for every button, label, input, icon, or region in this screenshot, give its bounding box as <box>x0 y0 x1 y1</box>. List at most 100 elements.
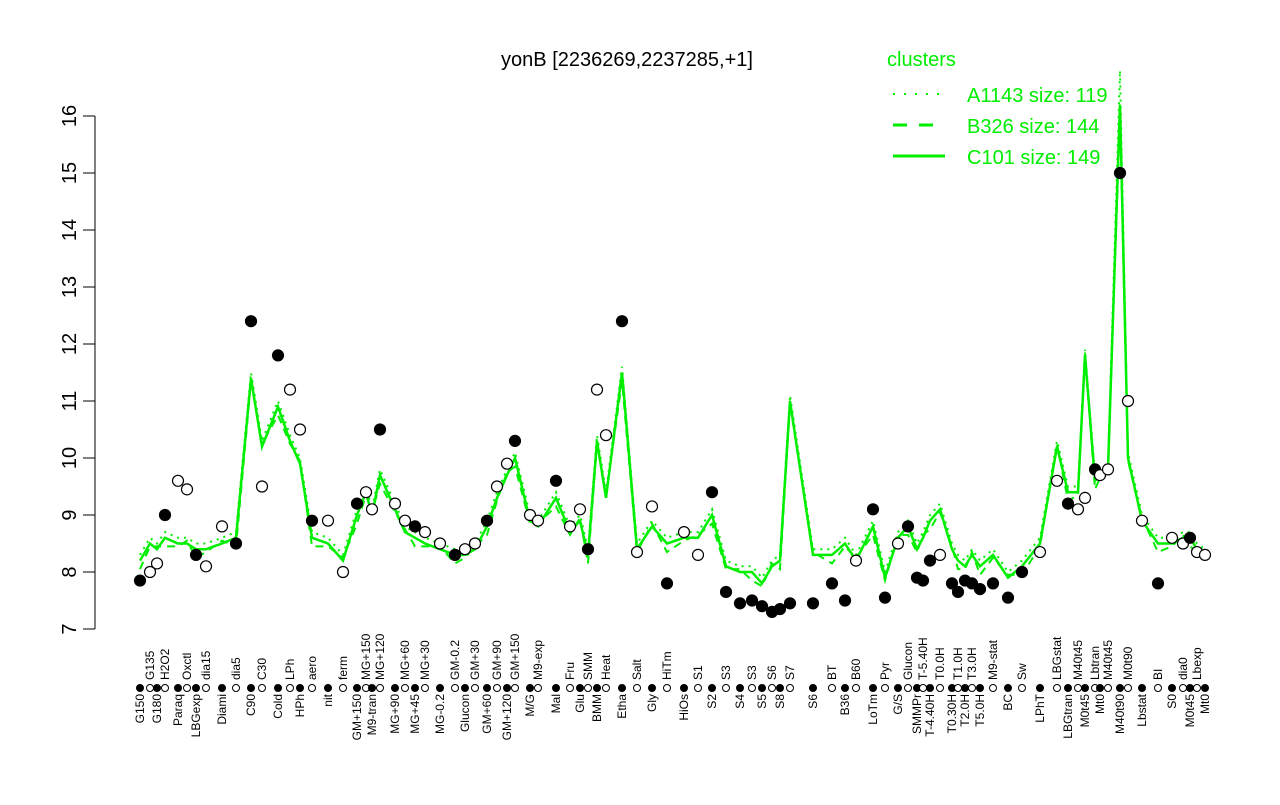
data-point <box>825 577 839 590</box>
x-tick-label: T-5.40H <box>916 637 930 680</box>
data-point <box>1198 548 1212 562</box>
x-marker <box>881 684 889 692</box>
data-point <box>755 600 769 613</box>
x-marker <box>1201 684 1209 692</box>
data-point <box>549 474 563 487</box>
x-tick-label: Lbtran <box>1088 646 1102 680</box>
data-point <box>901 520 915 533</box>
x-tick-label: T0.0H <box>933 647 947 680</box>
data-point <box>199 560 213 573</box>
y-tick-label: 16 <box>59 105 81 127</box>
x-tick-label: Heat <box>599 654 613 680</box>
data-point <box>448 548 462 562</box>
data-point <box>133 574 147 587</box>
x-tick-label: C30 <box>255 658 269 680</box>
data-point <box>838 594 852 607</box>
x-tick-label: GM+150 <box>350 694 364 741</box>
x-tick-label: dia15 <box>199 650 213 680</box>
x-marker <box>584 684 592 692</box>
x-marker <box>451 684 459 692</box>
x-tick-label: Diami <box>215 694 229 725</box>
x-marker <box>274 684 282 692</box>
data-point <box>660 577 674 590</box>
x-tick-label: M40t90 <box>1113 694 1127 734</box>
x-marker <box>593 684 601 692</box>
data-point <box>773 602 787 616</box>
x-tick-label: M9-exp <box>531 640 545 680</box>
x-marker <box>161 684 169 692</box>
x-marker <box>1004 684 1012 692</box>
x-marker <box>353 684 361 692</box>
x-tick-label: MG+60 <box>398 640 412 680</box>
x-marker <box>768 684 776 692</box>
x-marker <box>1053 684 1061 692</box>
x-tick-label: H2O2 <box>158 648 172 680</box>
x-tick-label: T1.0H <box>951 647 965 680</box>
data-point <box>359 486 373 499</box>
x-tick-label: GM+60 <box>480 694 494 734</box>
legend-entry-a1143: A1143 size: 119 <box>967 85 1107 107</box>
data-point <box>244 315 258 328</box>
x-tick-label: S6 <box>765 665 779 680</box>
x-tick-label: LPh <box>283 659 297 680</box>
x-marker <box>436 684 444 692</box>
legend: clusters A1143 size: 119 B326 size: 144 … <box>887 49 1107 169</box>
x-tick-label: Oxctl <box>180 653 194 680</box>
x-tick-label: GM+150 <box>508 633 522 680</box>
x-tick-label: GM+30 <box>468 640 482 680</box>
x-marker <box>809 684 817 692</box>
x-tick-label: M9-stat <box>986 639 1000 680</box>
x-tick-label: Salt <box>630 659 644 680</box>
x-tick-label: M0t90 <box>1121 646 1135 680</box>
data-point <box>305 514 319 527</box>
x-marker <box>296 684 304 692</box>
data-point <box>408 520 422 533</box>
data-point <box>733 597 747 610</box>
x-tick-label: S4 <box>733 694 747 709</box>
x-tick-label: Cold <box>271 694 285 719</box>
data-point <box>1113 166 1127 180</box>
x-marker <box>534 684 542 692</box>
x-tick-label: S3 <box>745 665 759 680</box>
data-point <box>1121 394 1135 408</box>
data-point <box>916 574 930 587</box>
data-point <box>500 457 514 470</box>
data-point <box>933 548 947 562</box>
x-marker <box>368 684 376 692</box>
x-marker <box>989 684 997 692</box>
x-marker <box>694 684 702 692</box>
x-tick-label: nit <box>321 693 335 706</box>
data-point <box>158 508 172 522</box>
x-marker <box>936 684 944 692</box>
x-marker <box>471 684 479 692</box>
data-point <box>480 514 494 527</box>
data-point <box>171 474 185 487</box>
data-point <box>849 554 863 567</box>
x-marker <box>391 684 399 692</box>
x-marker <box>247 684 255 692</box>
x-marker <box>976 684 984 692</box>
x-tick-label: MG-0.2 <box>433 694 447 734</box>
data-point <box>630 545 644 559</box>
data-point <box>691 548 705 562</box>
x-marker <box>202 684 210 692</box>
x-tick-label: C90 <box>244 694 258 716</box>
x-marker <box>1138 684 1146 692</box>
y-tick-label: 14 <box>59 219 81 241</box>
x-tick-label: G135 <box>143 650 157 680</box>
data-point <box>878 591 892 604</box>
x-tick-label: G150 <box>133 694 147 724</box>
x-tick-label: LPhT <box>1033 693 1047 722</box>
x-marker <box>411 684 419 692</box>
x-marker <box>1168 684 1176 692</box>
data-point <box>143 565 157 579</box>
x-tick-label: MG+30 <box>418 640 432 680</box>
data-point <box>986 577 1000 590</box>
x-tick-label: M40t45 <box>1101 640 1115 680</box>
x-marker <box>1081 684 1089 692</box>
x-tick-label: GM+90 <box>490 640 504 680</box>
x-marker <box>153 684 161 692</box>
x-tick-label: GM+120 <box>500 694 514 741</box>
x-marker <box>483 684 491 692</box>
data-point <box>783 597 797 610</box>
